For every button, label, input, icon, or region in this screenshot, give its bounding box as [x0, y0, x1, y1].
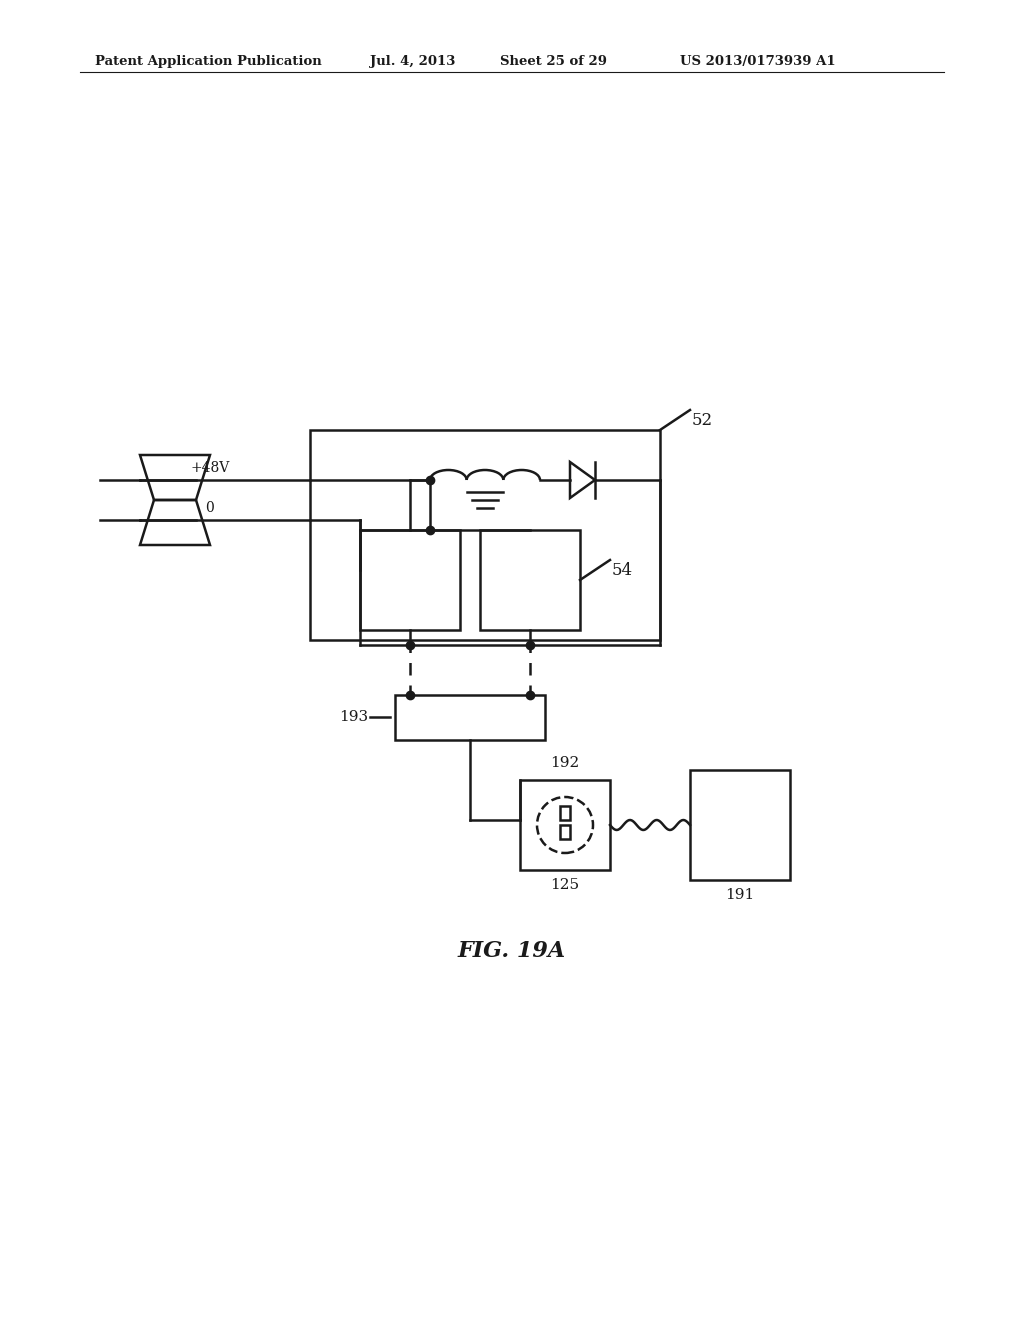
Text: Jul. 4, 2013: Jul. 4, 2013 [370, 55, 456, 69]
Text: 193: 193 [339, 710, 368, 723]
Text: 54: 54 [612, 562, 633, 579]
Bar [395, 696, 545, 741]
Text: 0: 0 [206, 502, 214, 515]
Bar [360, 531, 460, 630]
Bar [310, 430, 660, 640]
Text: US 2013/0173939 A1: US 2013/0173939 A1 [680, 55, 836, 69]
Text: 192: 192 [550, 756, 580, 770]
Text: FIG. 19A: FIG. 19A [458, 940, 566, 962]
Bar [480, 531, 580, 630]
Bar [520, 780, 610, 870]
Text: 52: 52 [692, 412, 713, 429]
Text: Sheet 25 of 29: Sheet 25 of 29 [500, 55, 607, 69]
Bar [560, 807, 570, 820]
Text: Patent Application Publication: Patent Application Publication [95, 55, 322, 69]
Bar [690, 770, 790, 880]
Bar [560, 825, 570, 840]
Text: +48V: +48V [190, 461, 229, 475]
Text: 125: 125 [551, 878, 580, 892]
Text: 191: 191 [725, 888, 755, 902]
